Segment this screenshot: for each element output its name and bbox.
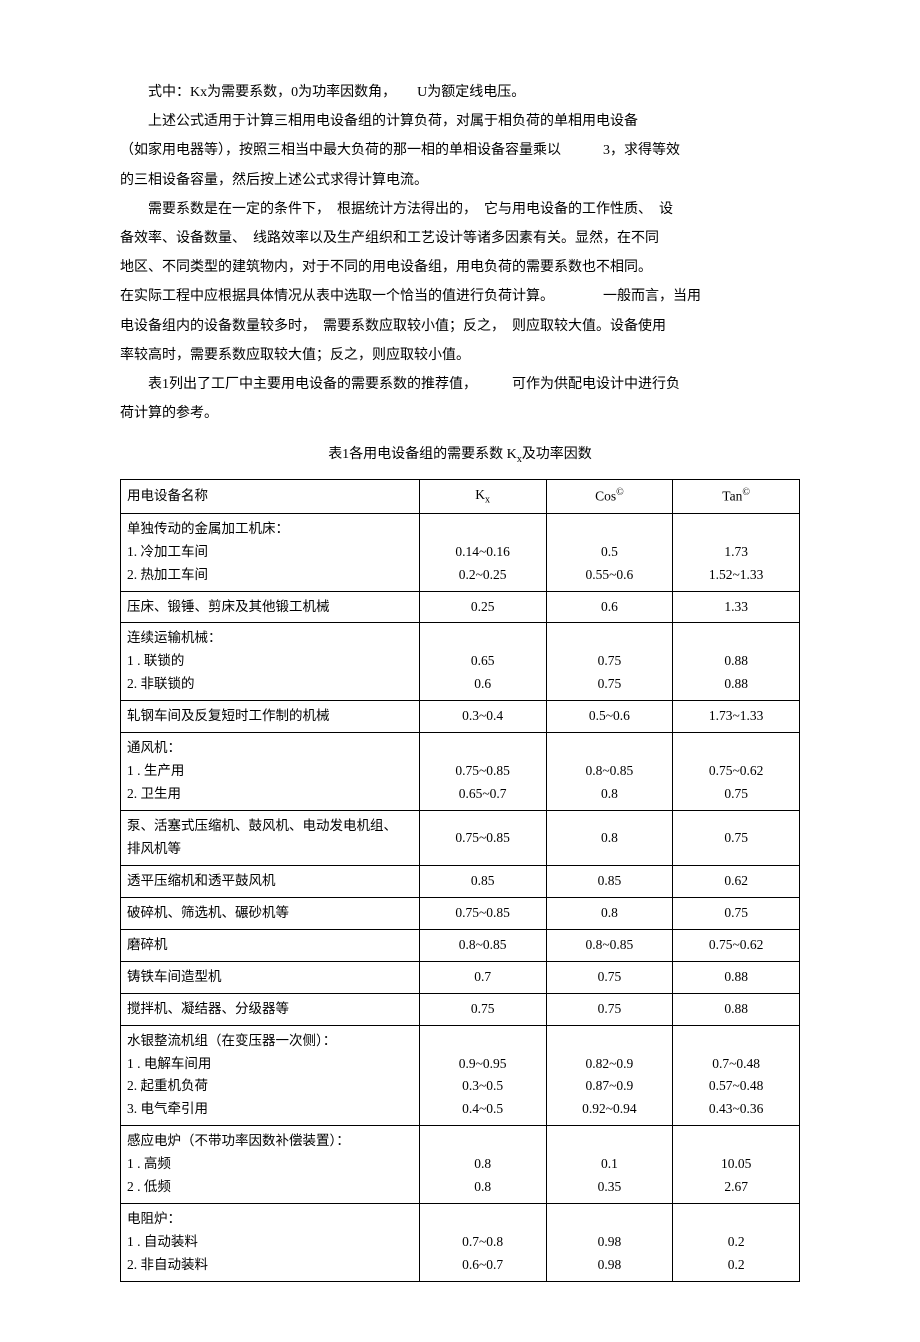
demand-coefficient-table: 用电设备名称 Kx Cos© Tan© 单独传动的金属加工机床：1. 冷加工车间… xyxy=(120,479,800,1282)
cell-value: 0.82~0.90.87~0.90.92~0.94 xyxy=(546,1025,673,1126)
cell-value: 0.14~0.160.2~0.25 xyxy=(419,513,546,591)
cell-value: 0.75 xyxy=(546,993,673,1025)
table-header-row: 用电设备名称 Kx Cos© Tan© xyxy=(121,480,800,514)
cell-value: 0.6 xyxy=(546,591,673,623)
cell-value: 0.75~0.620.75 xyxy=(673,733,800,811)
cell-name: 压床、锻锤、剪床及其他锻工机械 xyxy=(121,591,420,623)
table-row: 轧钢车间及反复短时工作制的机械0.3~0.40.5~0.61.73~1.33 xyxy=(121,701,800,733)
header-cos: Cos© xyxy=(546,480,673,514)
cell-value: 0.10.35 xyxy=(546,1126,673,1204)
cell-value: 0.5~0.6 xyxy=(546,701,673,733)
cell-name: 铸铁车间造型机 xyxy=(121,961,420,993)
table-caption: 表1各用电设备组的需要系数 Kx及功率因数 xyxy=(120,442,800,469)
cell-value: 1.33 xyxy=(673,591,800,623)
caption-post: 及功率因数 xyxy=(522,447,592,462)
cell-name: 搅拌机、凝结器、分级器等 xyxy=(121,993,420,1025)
cell-name: 破碎机、筛选机、碾砂机等 xyxy=(121,897,420,929)
cell-value: 0.75 xyxy=(673,897,800,929)
cell-value: 0.88 xyxy=(673,993,800,1025)
header-tan: Tan© xyxy=(673,480,800,514)
para-formula: 式中：Kx为需要系数，0为功率因数角， U为额定线电压。 xyxy=(120,80,800,105)
para-2: 上述公式适用于计算三相用电设备组的计算负荷，对属于相负荷的单相用电设备 xyxy=(120,109,800,134)
cell-value: 0.9~0.950.3~0.50.4~0.5 xyxy=(419,1025,546,1126)
cell-value: 0.20.2 xyxy=(673,1204,800,1282)
table-row: 电阻炉：1 . 自动装料2. 非自动装料0.7~0.80.6~0.70.980.… xyxy=(121,1204,800,1282)
cell-name: 水银整流机组（在变压器一次侧）：1 . 电解车间用2. 起重机负荷3. 电气牵引… xyxy=(121,1025,420,1126)
cell-value: 0.88 xyxy=(673,961,800,993)
cell-value: 0.7~0.480.57~0.480.43~0.36 xyxy=(673,1025,800,1126)
table-row: 磨碎机0.8~0.850.8~0.850.75~0.62 xyxy=(121,929,800,961)
cell-value: 0.650.6 xyxy=(419,623,546,701)
cell-value: 0.750.75 xyxy=(546,623,673,701)
cell-name: 单独传动的金属加工机床：1. 冷加工车间2. 热加工车间 xyxy=(121,513,420,591)
cell-value: 1.731.52~1.33 xyxy=(673,513,800,591)
table-row: 压床、锻锤、剪床及其他锻工机械0.250.61.33 xyxy=(121,591,800,623)
cell-value: 0.85 xyxy=(546,865,673,897)
cell-value: 0.62 xyxy=(673,865,800,897)
cell-value: 0.8~0.850.8 xyxy=(546,733,673,811)
table-row: 通风机：1 . 生产用2. 卫生用0.75~0.850.65~0.70.8~0.… xyxy=(121,733,800,811)
cell-value: 0.75 xyxy=(419,993,546,1025)
para-6: 备效率、设备数量、 线路效率以及生产组织和工艺设计等诸多因素有关。显然，在不同 xyxy=(120,226,800,251)
cell-name: 电阻炉：1 . 自动装料2. 非自动装料 xyxy=(121,1204,420,1282)
cell-value: 0.75 xyxy=(673,811,800,866)
cell-value: 0.75~0.850.65~0.7 xyxy=(419,733,546,811)
cell-value: 0.8~0.85 xyxy=(419,929,546,961)
cell-value: 0.880.88 xyxy=(673,623,800,701)
cell-name: 透平压缩机和透平鼓风机 xyxy=(121,865,420,897)
table-row: 铸铁车间造型机0.70.750.88 xyxy=(121,961,800,993)
cell-name: 轧钢车间及反复短时工作制的机械 xyxy=(121,701,420,733)
header-name: 用电设备名称 xyxy=(121,480,420,514)
para-3: （如家用电器等），按照三相当中最大负荷的那一相的单相设备容量乘以 3，求得等效 xyxy=(120,138,800,163)
header-kx: Kx xyxy=(419,480,546,514)
table-row: 透平压缩机和透平鼓风机0.850.850.62 xyxy=(121,865,800,897)
para-9: 电设备组内的设备数量较多时， 需要系数应取较小值；反之， 则应取较大值。设备使用 xyxy=(120,314,800,339)
table-row: 单独传动的金属加工机床：1. 冷加工车间2. 热加工车间0.14~0.160.2… xyxy=(121,513,800,591)
cell-value: 0.75~0.85 xyxy=(419,811,546,866)
cell-name: 连续运输机械：1 . 联锁的2. 非联锁的 xyxy=(121,623,420,701)
table-row: 搅拌机、凝结器、分级器等0.750.750.88 xyxy=(121,993,800,1025)
table-row: 连续运输机械：1 . 联锁的2. 非联锁的0.650.60.750.750.88… xyxy=(121,623,800,701)
cell-value: 0.75~0.62 xyxy=(673,929,800,961)
cell-value: 0.25 xyxy=(419,591,546,623)
table-row: 泵、活塞式压缩机、鼓风机、电动发电机组、排风机等0.75~0.850.80.75 xyxy=(121,811,800,866)
cell-value: 0.8 xyxy=(546,897,673,929)
cell-name: 磨碎机 xyxy=(121,929,420,961)
cell-name: 泵、活塞式压缩机、鼓风机、电动发电机组、排风机等 xyxy=(121,811,420,866)
para-5: 需要系数是在一定的条件下， 根据统计方法得出的， 它与用电设备的工作性质、 设 xyxy=(120,197,800,222)
para-7: 地区、不同类型的建筑物内，对于不同的用电设备组，用电负荷的需要系数也不相同。 xyxy=(120,255,800,280)
para-8: 在实际工程中应根据具体情况从表中选取一个恰当的值进行负荷计算。 一般而言，当用 xyxy=(120,284,800,309)
table-row: 破碎机、筛选机、碾砂机等0.75~0.850.80.75 xyxy=(121,897,800,929)
cell-value: 0.7 xyxy=(419,961,546,993)
cell-name: 感应电炉（不带功率因数补偿装置）：1 . 高频2 . 低频 xyxy=(121,1126,420,1204)
table-body: 单独传动的金属加工机床：1. 冷加工车间2. 热加工车间0.14~0.160.2… xyxy=(121,513,800,1281)
cell-value: 0.980.98 xyxy=(546,1204,673,1282)
cell-value: 0.85 xyxy=(419,865,546,897)
cell-value: 10.052.67 xyxy=(673,1126,800,1204)
cell-value: 0.7~0.80.6~0.7 xyxy=(419,1204,546,1282)
cell-value: 0.50.55~0.6 xyxy=(546,513,673,591)
caption-text: 表1各用电设备组的需要系数 K xyxy=(328,447,517,462)
table-row: 感应电炉（不带功率因数补偿装置）：1 . 高频2 . 低频0.80.80.10.… xyxy=(121,1126,800,1204)
para-11: 表1列出了工厂中主要用电设备的需要系数的推荐值， 可作为供配电设计中进行负 xyxy=(120,372,800,397)
para-12: 荷计算的参考。 xyxy=(120,401,800,426)
table-row: 水银整流机组（在变压器一次侧）：1 . 电解车间用2. 起重机负荷3. 电气牵引… xyxy=(121,1025,800,1126)
cell-value: 0.75~0.85 xyxy=(419,897,546,929)
cell-name: 通风机：1 . 生产用2. 卫生用 xyxy=(121,733,420,811)
para-10: 率较高时，需要系数应取较大值；反之，则应取较小值。 xyxy=(120,343,800,368)
cell-value: 0.8~0.85 xyxy=(546,929,673,961)
cell-value: 0.3~0.4 xyxy=(419,701,546,733)
cell-value: 0.80.8 xyxy=(419,1126,546,1204)
para-4: 的三相设备容量，然后按上述公式求得计算电流。 xyxy=(120,168,800,193)
cell-value: 0.8 xyxy=(546,811,673,866)
cell-value: 0.75 xyxy=(546,961,673,993)
cell-value: 1.73~1.33 xyxy=(673,701,800,733)
